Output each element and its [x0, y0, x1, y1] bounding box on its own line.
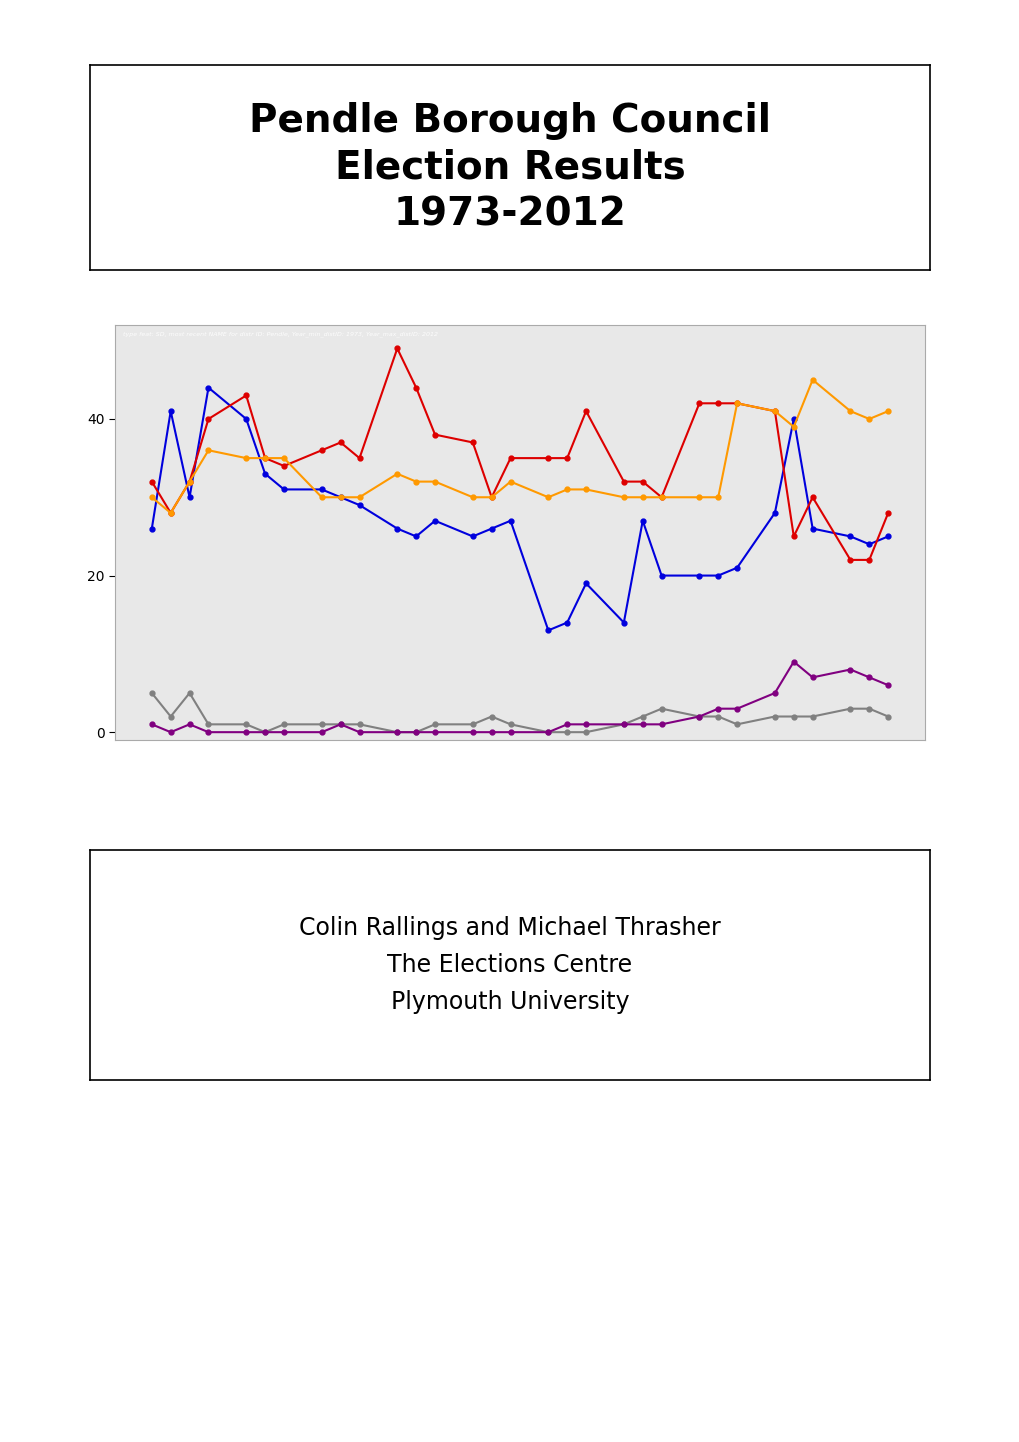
Text: type feat: SD, most recent NAME for distr ID: Pendle, Year_min_distID: 1973, Yea: type feat: SD, most recent NAME for dist…	[123, 332, 438, 337]
Text: Pendle Borough Council
Election Results
1973-2012: Pendle Borough Council Election Results …	[249, 101, 770, 234]
Text: Colin Rallings and Michael Thrasher
The Elections Centre
Plymouth University: Colin Rallings and Michael Thrasher The …	[299, 916, 720, 1014]
